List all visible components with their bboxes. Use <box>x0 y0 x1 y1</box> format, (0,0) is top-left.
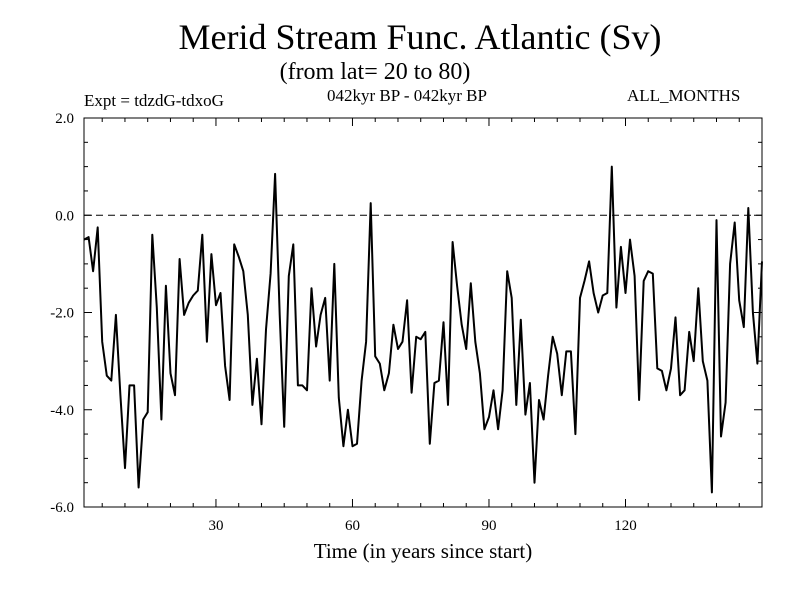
axis-ticks <box>84 117 762 508</box>
x-tick-label: 90 <box>481 518 496 534</box>
x-axis-label: Time (in years since start) <box>314 539 533 563</box>
y-tick-label: 0.0 <box>55 208 74 224</box>
months-label: ALL_MONTHS <box>627 86 741 105</box>
axis-tick-labels: -6.0 -4.0 -2.0 0.0 2.0 30 60 90 120 <box>50 111 636 534</box>
y-tick-label: -4.0 <box>50 403 74 419</box>
y-tick-label: -2.0 <box>50 306 74 322</box>
chart-title: Merid Stream Func. Atlantic (Sv) <box>178 17 662 57</box>
series-line <box>83 165 763 494</box>
x-tick-label: 60 <box>345 518 360 534</box>
chart-subtitle: (from lat= 20 to 80) <box>279 59 471 85</box>
x-tick-label: 120 <box>614 518 637 534</box>
y-tick-label: 2.0 <box>55 111 74 127</box>
period-label: 042kyr BP - 042kyr BP <box>327 86 487 105</box>
x-tick-label: 30 <box>208 518 223 534</box>
experiment-label: Expt = tdzdG-tdxoG <box>84 91 224 110</box>
y-tick-label: -6.0 <box>50 500 74 516</box>
